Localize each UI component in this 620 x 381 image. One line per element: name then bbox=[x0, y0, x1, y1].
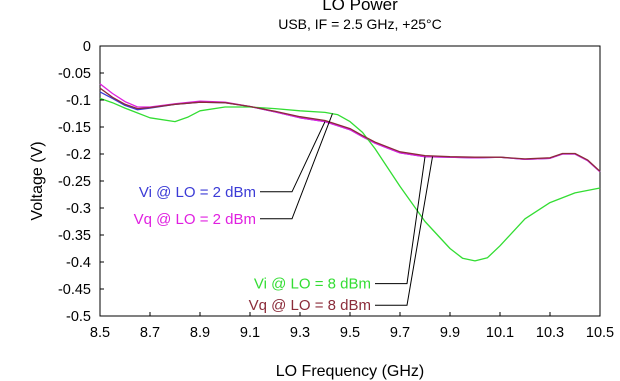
x-tick-label-9: 10.1 bbox=[486, 325, 514, 341]
y-axis-label: Voltage (V) bbox=[29, 141, 46, 220]
x-tick-label-4: 9.1 bbox=[240, 325, 260, 341]
annotation-label-1: Vi @ LO = 2 dBm bbox=[139, 184, 256, 201]
annotation-label-3: Vi @ LO = 8 dBm bbox=[254, 276, 371, 293]
x-axis-ticks: 8.5 8.7 8.9 9.1 9.3 9.5 9.7 9.9 10.1 10.3 10.5 bbox=[90, 312, 614, 341]
annotation-label-4: Vq @ LO = 8 dBm bbox=[249, 297, 371, 314]
y-tick-label-4: -0.15 bbox=[58, 120, 91, 136]
series-line-4 bbox=[99, 87, 601, 172]
series-layer bbox=[99, 83, 601, 262]
annotation-leader-2 bbox=[260, 113, 333, 220]
series-line-3 bbox=[99, 97, 601, 262]
annotation-leader-4 bbox=[375, 156, 433, 306]
y-tick-label-7: -0.3 bbox=[66, 201, 91, 217]
y-tick-label-5: -0.2 bbox=[66, 147, 91, 163]
y-tick-label-3: -0.1 bbox=[66, 93, 91, 109]
annotation-label-2: Vq @ LO = 2 dBm bbox=[134, 211, 256, 228]
chart-subtitle: USB, IF = 2.5 GHz, +25°C bbox=[278, 16, 442, 32]
y-tick-label-2: -0.05 bbox=[58, 66, 91, 82]
x-tick-label-3: 8.9 bbox=[190, 325, 210, 341]
x-tick-label-6: 9.5 bbox=[340, 325, 360, 341]
x-tick-label-7: 9.7 bbox=[390, 325, 410, 341]
x-tick-label-2: 8.7 bbox=[140, 325, 160, 341]
annotation-layer: Vi @ LO = 2 dBm Vq @ LO = 2 dBm Vi @ LO = … bbox=[134, 113, 433, 314]
y-tick-label-6: -0.25 bbox=[58, 174, 91, 190]
y-tick-label-11: -0.5 bbox=[66, 309, 91, 325]
x-tick-label-11: 10.5 bbox=[586, 325, 614, 341]
x-tick-label-1: 8.5 bbox=[90, 325, 110, 341]
y-tick-label-9: -0.4 bbox=[66, 255, 91, 271]
x-tick-label-5: 9.3 bbox=[290, 325, 310, 341]
chart-title: LO Power bbox=[322, 0, 398, 14]
annotation-leader-1 bbox=[260, 121, 326, 193]
y-axis-ticks: 0 -0.05 -0.1 -0.15 -0.2 -0.25 -0.3 -0.35 -0.4 -0.… bbox=[58, 39, 104, 325]
y-tick-label-1: 0 bbox=[83, 39, 91, 55]
x-axis-label: LO Frequency (GHz) bbox=[276, 363, 424, 380]
x-tick-label-8: 9.9 bbox=[440, 325, 460, 341]
x-tick-label-10: 10.3 bbox=[536, 325, 564, 341]
annotation-leader-3 bbox=[375, 156, 426, 285]
y-tick-label-8: -0.35 bbox=[58, 228, 91, 244]
y-tick-label-10: -0.45 bbox=[58, 282, 91, 298]
